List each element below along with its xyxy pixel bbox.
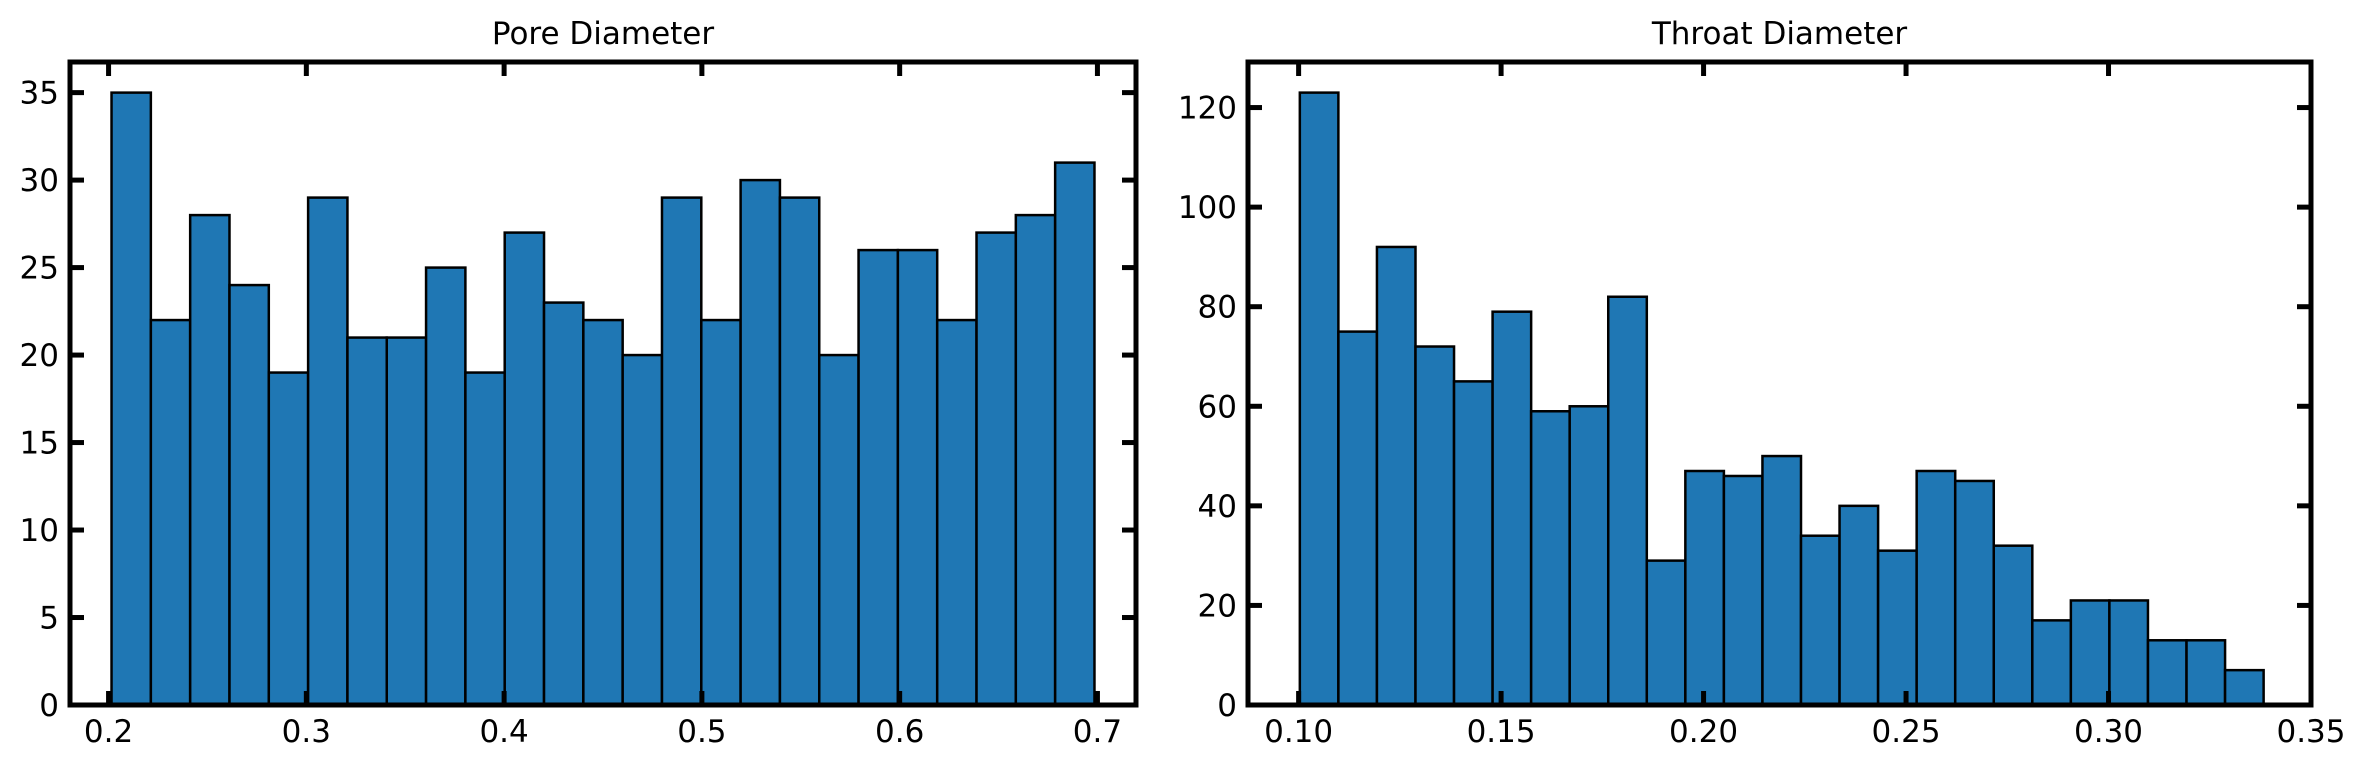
histogram-bar — [346, 336, 389, 707]
histogram-bar — [1876, 549, 1918, 707]
histogram-bar — [1491, 310, 1533, 707]
x-tick-label: 0.4 — [479, 714, 528, 750]
y-tick-label: 20 — [20, 338, 59, 374]
y-tick-label: 120 — [1178, 91, 1237, 127]
histogram-bar — [1799, 534, 1841, 707]
x-tick-label: 0.15 — [1467, 714, 1536, 750]
y-tick-label: 5 — [39, 601, 59, 637]
histogram-bar — [739, 178, 782, 707]
histogram-bar — [1953, 479, 1996, 707]
histogram-bar — [1838, 504, 1880, 707]
throat-diameter-panel: Throat Diameter 0.10 0.15 0.20 0.25 0.30 0.35… — [1178, 16, 2346, 750]
histogram-bar — [110, 91, 153, 707]
x-tick-label: 0.10 — [1264, 714, 1333, 750]
histogram-bar — [464, 371, 506, 707]
histogram-bar — [306, 196, 349, 707]
histogram-bar — [1529, 410, 1571, 707]
y-tick-label: 80 — [1198, 290, 1237, 326]
x-tick-label: 0.35 — [2276, 714, 2345, 750]
histogram-bar — [1014, 213, 1057, 707]
histogram-bar — [935, 318, 978, 707]
histogram-bar — [975, 231, 1018, 707]
histogram-bar — [228, 283, 271, 707]
histogram-bar — [1375, 245, 1417, 707]
bar-group — [110, 91, 1096, 707]
y-tick-label: 35 — [20, 76, 59, 112]
y-tick-label: 0 — [39, 688, 59, 724]
tick-group: 0.10 0.15 0.20 0.25 0.30 0.35 0 20 40 60 80 100 120 — [1178, 62, 2346, 750]
histogram-bar — [424, 266, 467, 707]
histogram-bar — [2031, 619, 2073, 707]
y-tick-label: 60 — [1198, 389, 1237, 425]
y-tick-label: 15 — [20, 426, 59, 462]
x-tick-label: 0.25 — [1872, 714, 1941, 750]
histogram-bar — [1414, 345, 1456, 707]
y-tick-label: 100 — [1178, 190, 1237, 226]
y-tick-label: 10 — [20, 513, 59, 549]
y-tick-label: 25 — [20, 251, 59, 287]
histogram-bar — [2146, 639, 2188, 707]
histogram-bar — [621, 353, 664, 707]
chart-title: Throat Diameter — [1651, 16, 1908, 52]
histogram-bar — [267, 371, 310, 707]
histogram-bar — [1684, 469, 1726, 707]
histogram-bar — [896, 248, 939, 707]
histogram-bar — [1915, 469, 1957, 707]
histogram-bar — [1337, 330, 1379, 707]
histogram-bar — [1992, 544, 2034, 707]
histogram-bar — [1452, 380, 1494, 707]
histogram-bar — [582, 318, 624, 707]
histogram-bar — [1761, 454, 1803, 707]
histogram-bar — [700, 318, 742, 707]
histogram-bar — [503, 231, 546, 707]
histogram-bar — [2069, 599, 2111, 707]
histogram-bar — [385, 336, 428, 707]
y-tick-label: 30 — [20, 163, 59, 199]
y-tick-label: 40 — [1198, 489, 1237, 525]
histogram-bar — [1722, 474, 1764, 707]
histogram-bar — [2108, 599, 2150, 707]
y-tick-label: 0 — [1217, 688, 1237, 724]
chart-title: Pore Diameter — [492, 16, 715, 52]
x-tick-label: 0.20 — [1669, 714, 1738, 750]
histogram-bar — [542, 301, 585, 707]
y-tick-label: 20 — [1198, 588, 1237, 624]
plot-frame — [1245, 59, 2314, 708]
histogram-bar — [2223, 668, 2265, 707]
x-tick-label: 0.7 — [1073, 714, 1122, 750]
bar-group — [1298, 91, 2265, 707]
histogram-bar — [857, 248, 900, 707]
histogram-bar — [1053, 161, 1096, 707]
histogram-bar — [660, 196, 703, 707]
x-tick-label: 0.2 — [84, 714, 133, 750]
histogram-bar — [1645, 559, 1687, 707]
plot-frame — [67, 59, 1139, 708]
histogram-bar — [1568, 405, 1610, 707]
x-tick-label: 0.3 — [282, 714, 331, 750]
histogram-bar — [1298, 91, 1340, 707]
histogram-bar — [818, 353, 860, 707]
histogram-bar — [188, 213, 231, 707]
histogram-bar — [778, 196, 821, 707]
x-tick-label: 0.5 — [677, 714, 726, 750]
histogram-bar — [149, 318, 192, 707]
x-tick-label: 0.6 — [875, 714, 924, 750]
x-tick-label: 0.30 — [2074, 714, 2143, 750]
histogram-bar — [2185, 639, 2227, 707]
pore-diameter-panel: Pore Diameter 0.2 0.3 0.4 0.5 0.6 0.7 0 5 10 15 20… — [20, 16, 1139, 750]
histogram-bar — [1607, 295, 1649, 707]
